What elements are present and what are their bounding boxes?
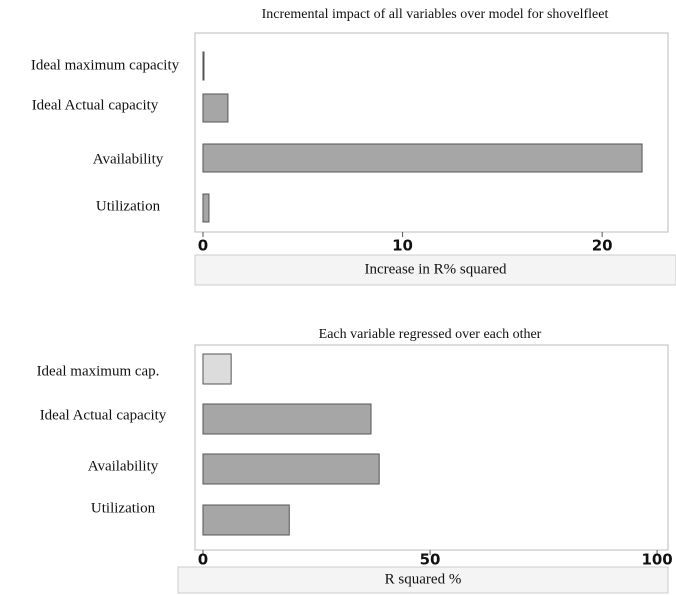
x-axis-label: Increase in R% squared — [364, 261, 507, 277]
y-tick-label: Availability — [88, 458, 159, 474]
chart-title: Each variable regressed over each other — [319, 327, 542, 342]
bar — [202, 93, 229, 123]
bar — [202, 353, 232, 385]
axis-label-box — [177, 566, 669, 594]
y-tick-label: Ideal maximum capacity — [31, 57, 180, 73]
bar — [202, 193, 210, 223]
y-tick-label: Ideal maximum cap. — [37, 363, 160, 379]
y-tick-label: Ideal Actual capacity — [32, 97, 159, 113]
bar — [202, 403, 372, 435]
plot-area — [194, 32, 669, 233]
x-tick-label: 0 — [198, 551, 208, 569]
x-tick-label: 50 — [420, 551, 441, 569]
x-tick-label: 100 — [641, 551, 672, 569]
y-tick-label: Ideal Actual capacity — [40, 407, 167, 423]
chart-title: Incremental impact of all variables over… — [262, 7, 609, 22]
y-tick-label: Utilization — [91, 500, 156, 516]
bar — [202, 51, 205, 81]
bar — [202, 504, 290, 536]
y-tick-label: Utilization — [96, 198, 161, 214]
axis-label-box — [194, 254, 676, 286]
x-tick-label: 10 — [392, 237, 413, 255]
bar — [202, 143, 643, 173]
x-tick-label: 20 — [592, 237, 613, 255]
x-axis-label: R squared % — [385, 571, 462, 587]
y-tick-label: Availability — [93, 151, 164, 167]
bar — [202, 453, 380, 485]
x-tick-label: 0 — [198, 237, 208, 255]
